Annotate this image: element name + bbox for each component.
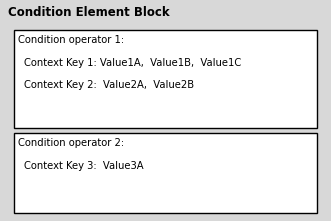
FancyBboxPatch shape: [14, 30, 317, 128]
Text: Context Key 3:  Value3A: Context Key 3: Value3A: [24, 161, 144, 171]
Text: Condition Element Block: Condition Element Block: [8, 6, 169, 19]
Text: Condition operator 1:: Condition operator 1:: [18, 35, 124, 45]
Text: Context Key 2:  Value2A,  Value2B: Context Key 2: Value2A, Value2B: [24, 80, 194, 90]
Text: Condition operator 2:: Condition operator 2:: [18, 138, 124, 148]
FancyBboxPatch shape: [14, 133, 317, 213]
Text: Context Key 1: Value1A,  Value1B,  Value1C: Context Key 1: Value1A, Value1B, Value1C: [24, 58, 241, 68]
